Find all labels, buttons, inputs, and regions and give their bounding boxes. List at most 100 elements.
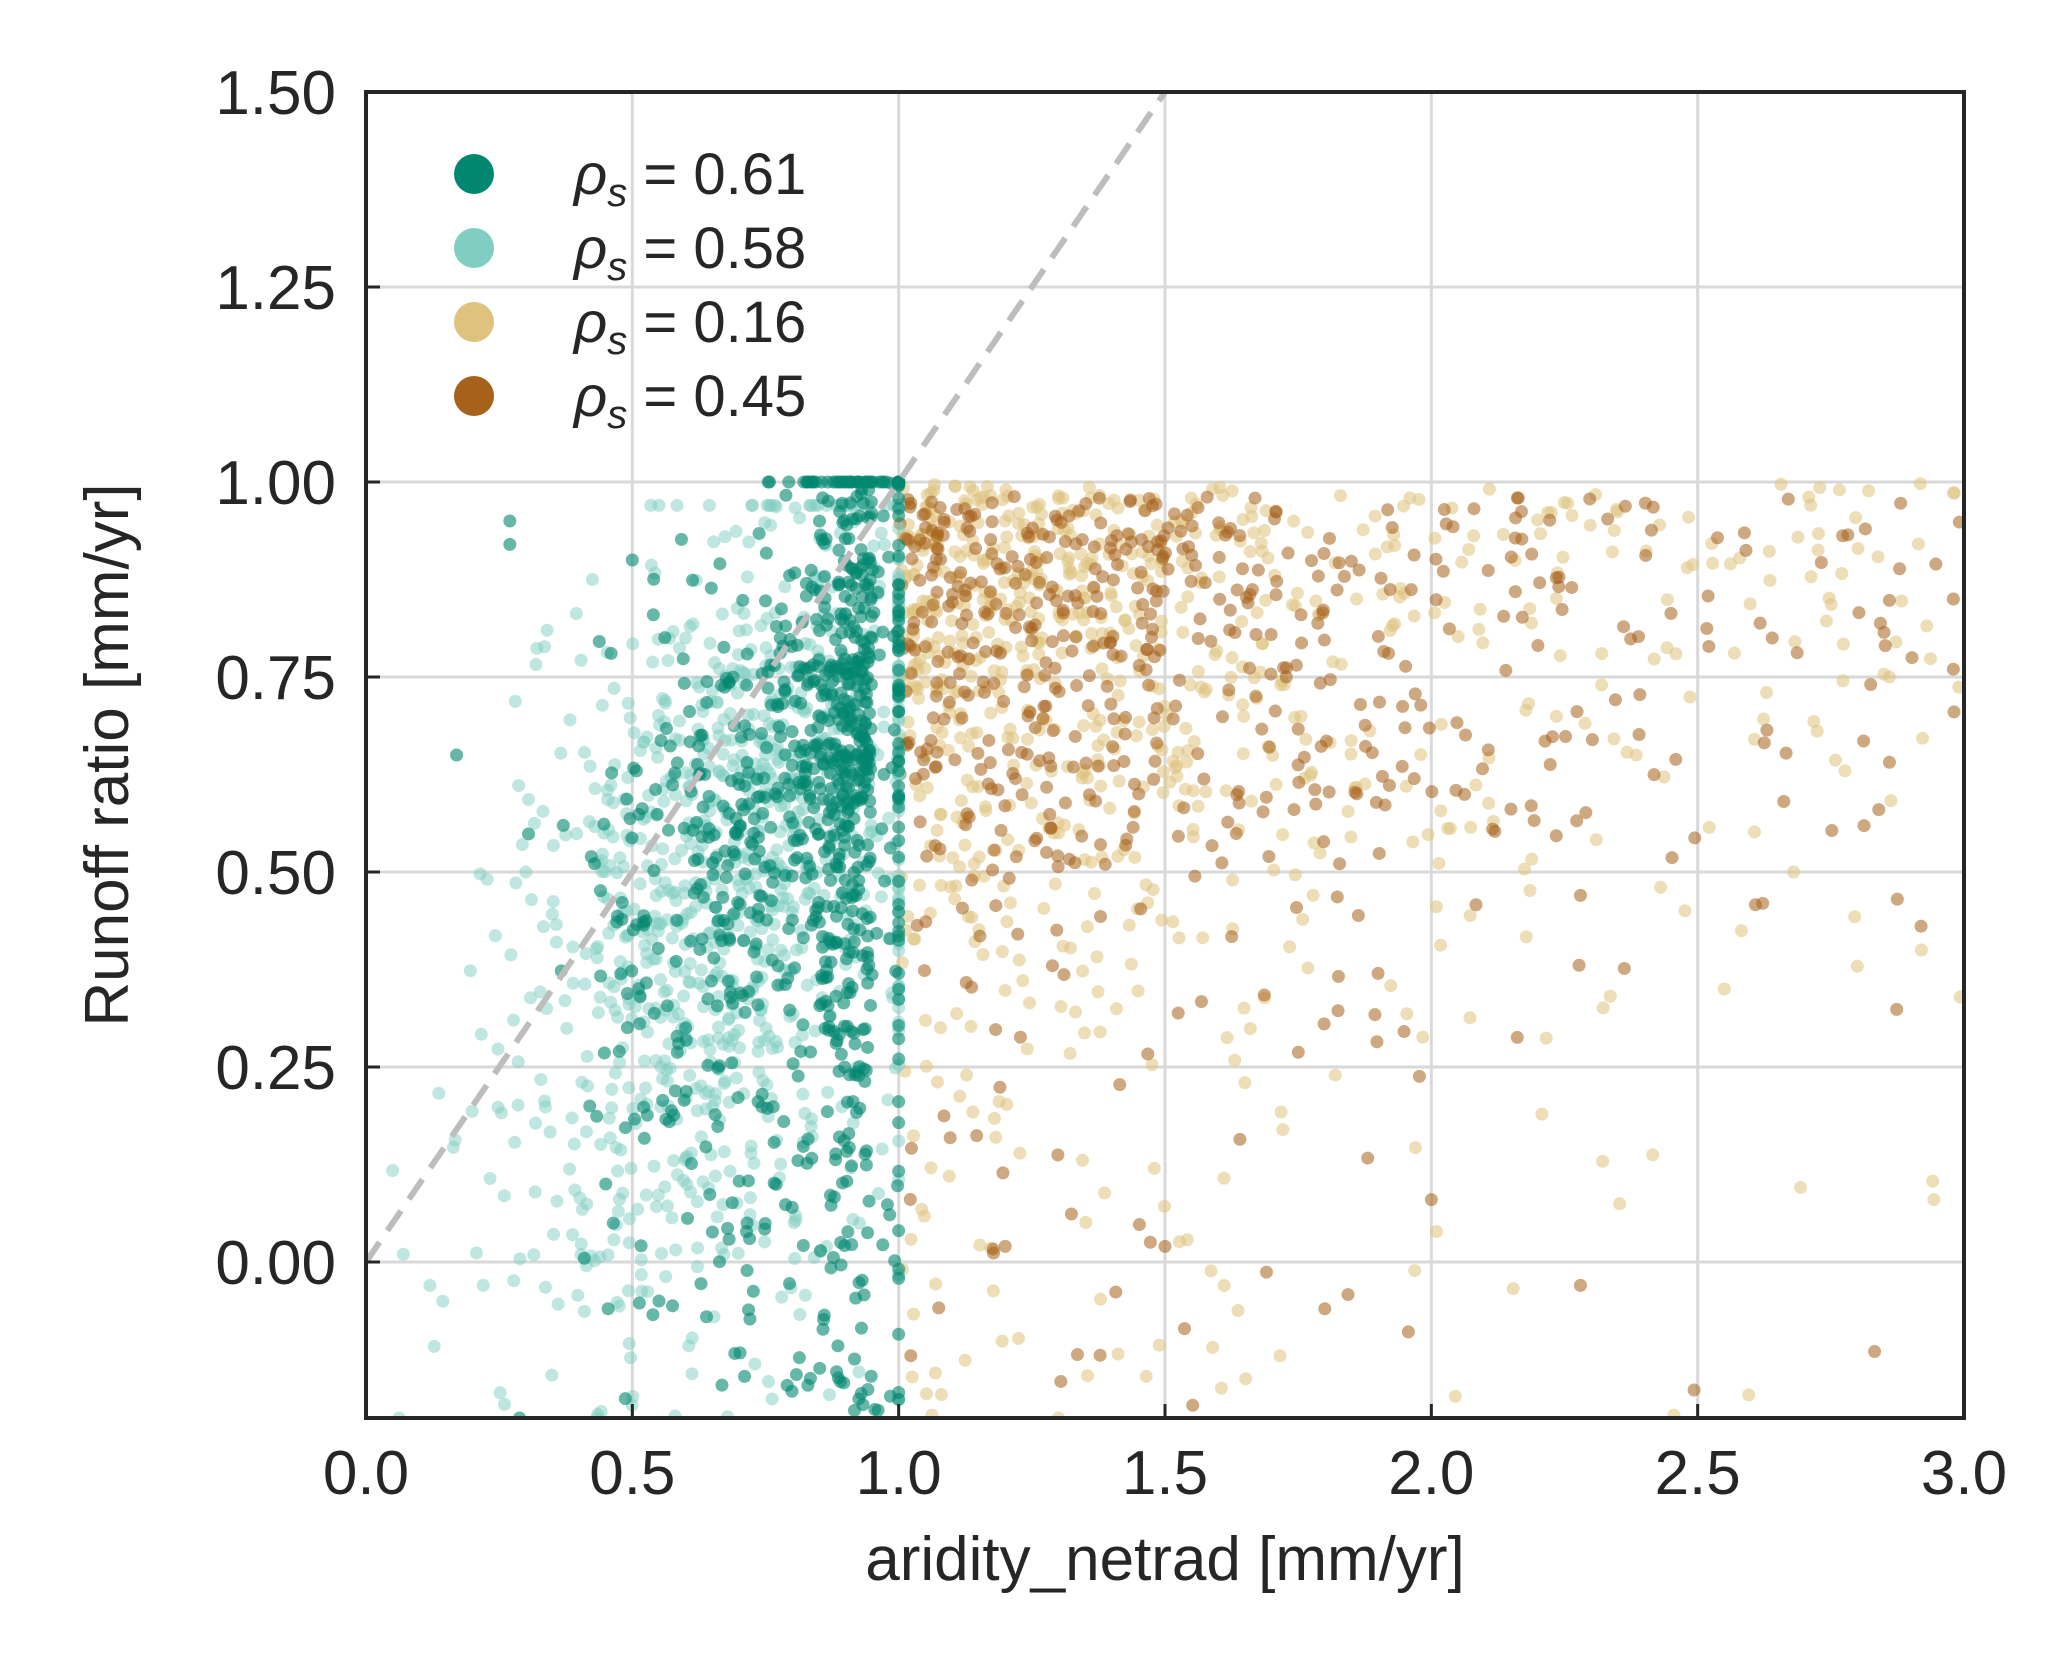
data-point: [796, 1239, 810, 1253]
data-point: [1317, 1017, 1331, 1031]
data-point: [1322, 785, 1336, 799]
data-point: [1269, 504, 1283, 518]
data-point: [991, 783, 1005, 797]
data-point: [691, 1241, 705, 1255]
data-point: [1104, 586, 1118, 600]
data-point: [819, 994, 833, 1008]
data-point: [577, 1251, 591, 1265]
data-point: [1890, 1002, 1904, 1016]
data-point: [813, 1361, 827, 1375]
data-point: [567, 1137, 581, 1151]
data-point: [1400, 1007, 1414, 1021]
data-point: [1531, 639, 1545, 653]
data-point: [1617, 620, 1631, 634]
data-point: [1228, 1053, 1242, 1067]
data-point: [958, 1353, 972, 1367]
data-point: [1595, 678, 1609, 692]
legend-marker: [454, 228, 494, 268]
data-point: [719, 870, 733, 884]
data-point: [904, 1349, 918, 1363]
data-point: [1093, 1348, 1107, 1362]
data-point: [1946, 592, 1960, 606]
data-point: [954, 566, 968, 580]
data-point: [1407, 609, 1421, 623]
data-point: [740, 570, 754, 584]
data-point: [1294, 608, 1308, 622]
data-point: [845, 890, 859, 904]
data-point: [984, 533, 998, 547]
data-point: [1094, 838, 1108, 852]
data-point: [761, 943, 775, 957]
data-point: [782, 475, 796, 489]
data-point: [816, 792, 830, 806]
data-point: [1811, 543, 1825, 557]
data-point: [1467, 502, 1481, 516]
data-point: [758, 1235, 772, 1249]
data-point: [1344, 830, 1358, 844]
data-point: [1669, 647, 1683, 661]
data-point: [685, 1367, 699, 1381]
data-point: [1150, 736, 1164, 750]
data-point: [1850, 959, 1864, 973]
data-point: [463, 964, 477, 978]
data-point: [1952, 515, 1964, 529]
data-point: [985, 547, 999, 561]
data-point: [1055, 646, 1069, 660]
data-point: [751, 1095, 765, 1109]
data-point: [1472, 622, 1486, 636]
data-point: [612, 1299, 626, 1313]
data-point: [1065, 644, 1079, 658]
data-point: [608, 1066, 622, 1080]
data-point: [799, 663, 813, 677]
data-point: [483, 1171, 497, 1185]
data-point: [892, 779, 906, 793]
data-point: [1161, 562, 1175, 576]
data-point: [694, 878, 708, 892]
data-point: [1112, 774, 1126, 788]
data-point: [1233, 1132, 1247, 1146]
data-point: [760, 741, 774, 755]
data-point: [1290, 901, 1304, 915]
data-point: [850, 774, 864, 788]
data-point: [604, 778, 618, 792]
data-point: [836, 516, 850, 530]
data-point: [1039, 699, 1053, 713]
data-point: [929, 1277, 943, 1291]
data-point: [855, 752, 869, 766]
data-point: [1043, 588, 1057, 602]
data-point: [1157, 720, 1171, 734]
data-point: [955, 901, 969, 915]
data-point: [996, 493, 1010, 507]
data-point: [1710, 531, 1724, 545]
data-point: [1074, 547, 1088, 561]
data-point: [892, 874, 906, 888]
data-point: [822, 841, 836, 855]
data-point: [1812, 527, 1826, 541]
data-point: [1090, 589, 1104, 603]
data-point: [1248, 491, 1262, 505]
data-point: [1682, 510, 1696, 524]
data-point: [1434, 804, 1448, 818]
data-point: [904, 666, 918, 680]
data-point: [1664, 606, 1678, 620]
data-point: [738, 867, 752, 881]
data-point: [1185, 519, 1199, 533]
data-point: [1291, 758, 1305, 772]
data-point: [1259, 1265, 1273, 1279]
data-point: [1198, 685, 1212, 699]
data-point: [1184, 491, 1198, 505]
data-point: [646, 655, 660, 669]
data-point: [450, 748, 464, 762]
data-point: [1862, 484, 1876, 498]
data-point: [1318, 1302, 1332, 1316]
data-point: [864, 1369, 878, 1383]
data-point: [1305, 554, 1319, 568]
data-point: [808, 1024, 822, 1038]
data-point: [1524, 799, 1538, 813]
data-point: [1056, 629, 1070, 643]
data-point: [864, 998, 878, 1012]
data-point: [842, 945, 856, 959]
data-point: [1506, 1282, 1520, 1296]
data-point: [1895, 594, 1909, 608]
data-point: [633, 1017, 647, 1031]
